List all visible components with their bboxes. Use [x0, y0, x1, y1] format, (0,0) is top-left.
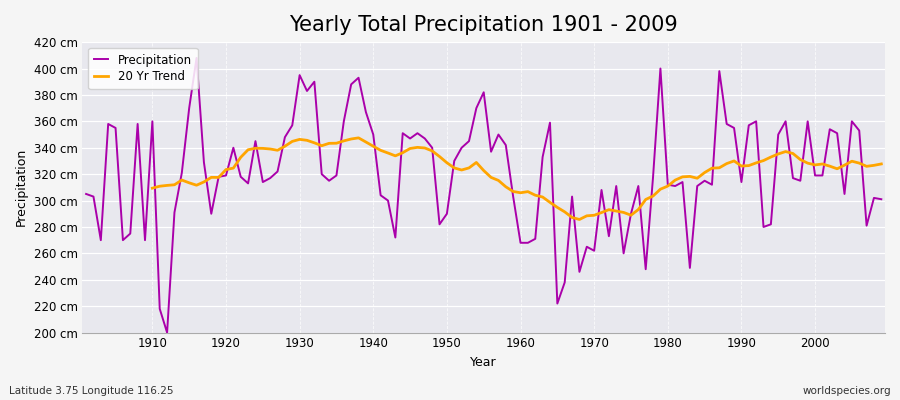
20 Yr Trend — [147, 186, 158, 190]
Legend: Precipitation, 20 Yr Trend: Precipitation, 20 Yr Trend — [88, 48, 198, 89]
20 Yr Trend — [854, 161, 865, 166]
Precipitation — [191, 56, 202, 60]
Text: Latitude 3.75 Longitude 116.25: Latitude 3.75 Longitude 116.25 — [9, 386, 174, 396]
20 Yr Trend — [287, 139, 298, 144]
Precipitation — [140, 238, 150, 242]
Y-axis label: Precipitation: Precipitation — [15, 148, 28, 226]
X-axis label: Year: Year — [471, 356, 497, 369]
20 Yr Trend — [530, 193, 541, 198]
Precipitation — [530, 236, 541, 241]
20 Yr Trend — [832, 166, 842, 171]
Text: worldspecies.org: worldspecies.org — [803, 386, 891, 396]
20 Yr Trend — [574, 217, 585, 222]
Title: Yearly Total Precipitation 1901 - 2009: Yearly Total Precipitation 1901 - 2009 — [289, 15, 678, 35]
20 Yr Trend — [876, 162, 886, 166]
20 Yr Trend — [353, 136, 364, 140]
Precipitation — [618, 251, 629, 256]
Precipitation — [523, 240, 534, 245]
Line: Precipitation: Precipitation — [86, 58, 881, 332]
Precipitation — [316, 172, 327, 176]
20 Yr Trend — [316, 143, 327, 148]
Precipitation — [876, 197, 886, 202]
Line: 20 Yr Trend: 20 Yr Trend — [152, 138, 881, 220]
Precipitation — [81, 192, 92, 196]
Precipitation — [361, 110, 372, 114]
Precipitation — [162, 330, 173, 335]
20 Yr Trend — [596, 210, 607, 215]
